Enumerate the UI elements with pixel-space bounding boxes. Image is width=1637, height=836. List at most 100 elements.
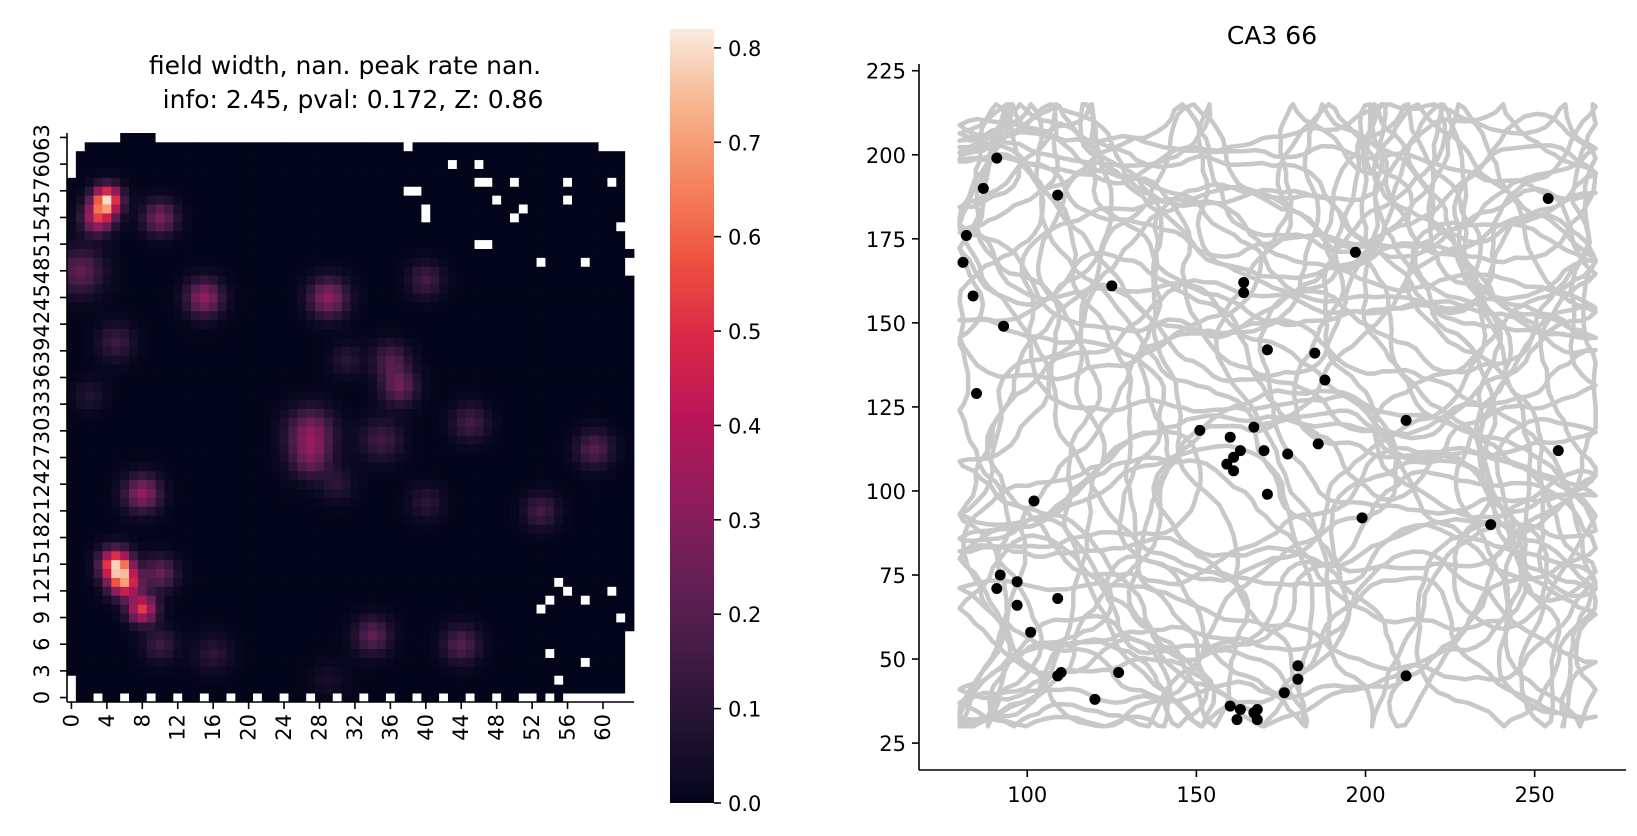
heatmap-cell [616,586,626,596]
heatmap-cell [501,684,511,694]
heatmap-cell [155,390,165,401]
colorbar-tick-label: 0.6 [728,226,761,250]
heatmap-cell [323,381,334,392]
heatmap-cell [412,239,422,249]
heatmap-cell [598,524,608,534]
heatmap-cell [297,141,307,152]
heatmap-cell [306,621,316,632]
heatmap-cell [607,426,617,436]
heatmap-cell [430,639,440,650]
heatmap-cell [625,613,635,623]
heatmap-cell [616,230,626,241]
heatmap-cell [563,577,573,587]
heatmap-cell [164,515,174,525]
heatmap-cell [518,373,529,383]
heatmap-cell [394,319,405,329]
heatmap-cell [545,133,555,143]
heatmap-cell [279,310,289,321]
heatmap-cell [536,417,546,427]
heatmap-cell [129,693,139,703]
heatmap-cell [75,355,86,365]
heatmap-cell [439,390,449,401]
heatmap-cell [137,177,148,187]
heatmap-cell [625,435,635,445]
heatmap-cell [359,346,369,356]
heatmap-cell [545,533,555,543]
heatmap-cell [403,284,413,294]
heatmap-cell [75,621,86,632]
spike-point [1221,458,1233,470]
heatmap-cell [182,461,192,472]
heatmap-cell [279,648,289,658]
heatmap-cell [111,213,121,223]
heatmap-cell [270,293,281,303]
heatmap-cell [589,568,599,578]
heatmap-cell [129,133,139,143]
heatmap-cell [235,399,245,410]
heatmap-cell [350,293,360,303]
heatmap-cell [492,515,502,525]
heatmap-cell [527,195,537,205]
heatmap-cell [563,621,573,632]
heatmap-cell [111,488,121,498]
scatter-x-tick-label: 100 [1007,783,1047,807]
heatmap-cell [563,257,573,267]
heatmap-cell [368,604,378,614]
heatmap-cell [261,248,272,258]
heatmap-cell [563,488,573,498]
heatmap-cell [129,213,139,223]
heatmap-cell [261,177,272,187]
heatmap-cell [492,319,502,329]
heatmap-cell [75,159,86,169]
heatmap-cell [244,213,254,223]
heatmap-cell [129,355,139,365]
heatmap-cell [226,684,236,694]
heatmap-cell [456,533,467,543]
heatmap-cell [75,666,86,676]
heatmap-cell [492,293,502,303]
heatmap-cell [589,293,599,303]
heatmap-cell [111,257,121,267]
heatmap-cell [509,657,520,667]
heatmap-cell [403,301,413,312]
heatmap-cell [297,221,307,232]
heatmap-cell [261,230,272,241]
heatmap-cell [306,479,316,490]
heatmap-cell [111,657,121,667]
heatmap-cell [279,346,289,356]
heatmap-x-tick-label: 16 [201,714,225,741]
heatmap-cell [297,168,307,178]
heatmap-cell [368,390,378,401]
heatmap-cell [385,275,396,285]
heatmap-cell [465,568,475,578]
heatmap-cell [394,461,405,472]
heatmap-cell [120,613,130,623]
heatmap-cell [323,541,334,552]
heatmap-cell [84,648,94,658]
heatmap-cell [164,168,174,178]
heatmap-cell [403,426,413,436]
heatmap-cell [430,693,440,703]
heatmap-cell [563,604,573,614]
heatmap-cell [430,426,440,436]
heatmap-cell [182,550,192,561]
heatmap-cell [288,506,298,516]
heatmap-cell [155,488,165,498]
heatmap-cell [492,204,502,214]
heatmap-cell [412,533,422,543]
heatmap-cell [368,275,378,285]
heatmap-cell [199,168,210,178]
heatmap-cell [191,559,201,570]
heatmap-cell [191,621,201,632]
heatmap-cell [589,284,599,294]
heatmap-cell [598,141,608,152]
heatmap-cell [315,568,325,578]
heatmap-cell [244,550,254,561]
heatmap-cell [93,568,103,578]
heatmap-cell [75,399,86,410]
heatmap-cell [235,221,245,232]
heatmap-cell [253,346,263,356]
heatmap-cell [377,310,387,321]
heatmap-cell [315,275,325,285]
heatmap-cell [474,648,484,658]
